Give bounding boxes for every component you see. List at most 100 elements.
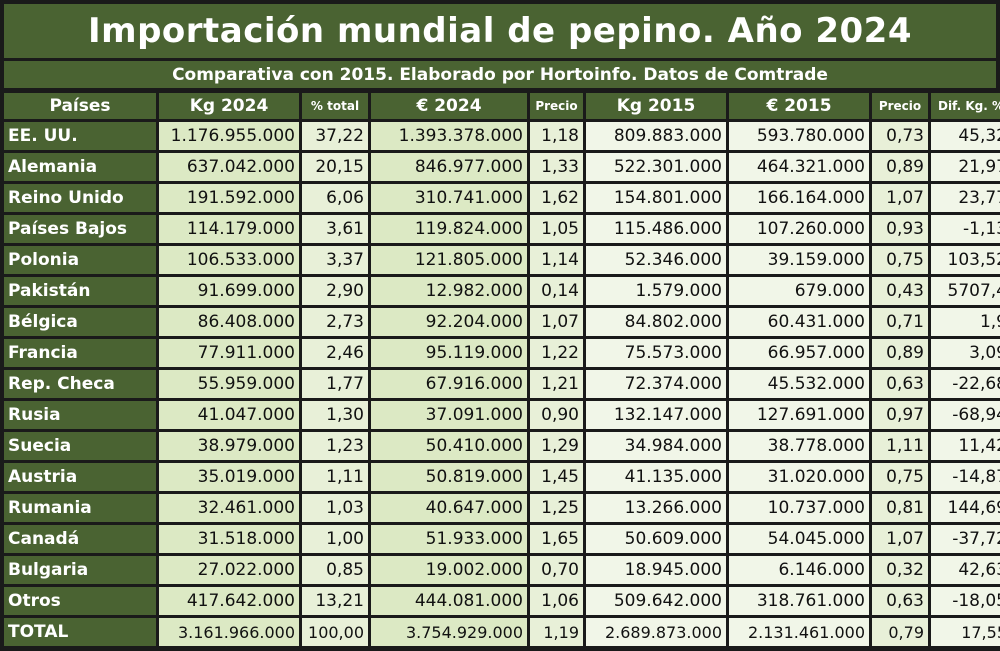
kg-2024-cell: 41.047.000 [159, 401, 299, 429]
kg-2024-cell: 417.642.000 [159, 587, 299, 615]
kg-2015-cell: 132.147.000 [586, 401, 726, 429]
kg-2015-cell: 522.301.000 [586, 153, 726, 181]
kg-2015-cell: 2.689.873.000 [586, 618, 726, 646]
total-row: TOTAL 3.161.966.000 100,00 3.754.929.000 1,1… [4, 618, 1000, 646]
pct-total-cell: 100,00 [302, 618, 368, 646]
price-2024-cell: 1,25 [530, 494, 583, 522]
kg-2015-cell: 1.579.000 [586, 277, 726, 305]
col-header-country: Países [4, 93, 156, 119]
table-row: Canadá 31.518.000 1,00 51.933.000 1,65 50.609… [4, 525, 1000, 553]
pct-total-cell: 1,77 [302, 370, 368, 398]
dif-kg-cell: 23,77 [931, 184, 1000, 212]
eur-2024-cell: 92.204.000 [371, 308, 527, 336]
chart-title: Importación mundial de pepino. Año 2024 [4, 4, 996, 58]
kg-2015-cell: 154.801.000 [586, 184, 726, 212]
header-row: Países Kg 2024 % total € 2024 Precio Kg … [4, 93, 1000, 119]
eur-2024-cell: 846.977.000 [371, 153, 527, 181]
pct-total-cell: 1,00 [302, 525, 368, 553]
dif-kg-cell: -68,94 [931, 401, 1000, 429]
country-cell: Bulgaria [4, 556, 156, 584]
kg-2024-cell: 114.179.000 [159, 215, 299, 243]
eur-2024-cell: 51.933.000 [371, 525, 527, 553]
eur-2015-cell: 593.780.000 [729, 122, 869, 150]
price-2015-cell: 1,11 [872, 432, 928, 460]
import-table: Países Kg 2024 % total € 2024 Precio Kg … [1, 90, 1000, 649]
eur-2015-cell: 66.957.000 [729, 339, 869, 367]
eur-2015-cell: 464.321.000 [729, 153, 869, 181]
kg-2015-cell: 84.802.000 [586, 308, 726, 336]
country-cell: Suecia [4, 432, 156, 460]
eur-2024-cell: 3.754.929.000 [371, 618, 527, 646]
table-row: Francia 77.911.000 2,46 95.119.000 1,22 75.57… [4, 339, 1000, 367]
eur-2024-cell: 12.982.000 [371, 277, 527, 305]
kg-2024-cell: 31.518.000 [159, 525, 299, 553]
table-row: Reino Unido 191.592.000 6,06 310.741.000 1,6… [4, 184, 1000, 212]
country-cell: Bélgica [4, 308, 156, 336]
country-cell: Países Bajos [4, 215, 156, 243]
country-cell: Rumania [4, 494, 156, 522]
pct-total-cell: 2,90 [302, 277, 368, 305]
kg-2024-cell: 91.699.000 [159, 277, 299, 305]
kg-2015-cell: 809.883.000 [586, 122, 726, 150]
eur-2015-cell: 6.146.000 [729, 556, 869, 584]
col-header-price-2015: Precio [872, 93, 928, 119]
pct-total-cell: 20,15 [302, 153, 368, 181]
eur-2015-cell: 45.532.000 [729, 370, 869, 398]
price-2015-cell: 0,73 [872, 122, 928, 150]
country-cell: Polonia [4, 246, 156, 274]
price-2015-cell: 0,79 [872, 618, 928, 646]
eur-2015-cell: 107.260.000 [729, 215, 869, 243]
price-2024-cell: 1,45 [530, 463, 583, 491]
dif-kg-cell: -22,68 [931, 370, 1000, 398]
eur-2024-cell: 40.647.000 [371, 494, 527, 522]
pct-total-cell: 1,30 [302, 401, 368, 429]
table-row: Bélgica 86.408.000 2,73 92.204.000 1,07 84.80… [4, 308, 1000, 336]
eur-2015-cell: 679.000 [729, 277, 869, 305]
price-2015-cell: 0,97 [872, 401, 928, 429]
eur-2024-cell: 310.741.000 [371, 184, 527, 212]
pct-total-cell: 3,37 [302, 246, 368, 274]
pct-total-cell: 13,21 [302, 587, 368, 615]
table-row: Otros 417.642.000 13,21 444.081.000 1,06 509.… [4, 587, 1000, 615]
kg-2024-cell: 86.408.000 [159, 308, 299, 336]
table-row: Rep. Checa 55.959.000 1,77 67.916.000 1,21 72… [4, 370, 1000, 398]
eur-2015-cell: 318.761.000 [729, 587, 869, 615]
eur-2024-cell: 119.824.000 [371, 215, 527, 243]
pct-total-cell: 0,85 [302, 556, 368, 584]
kg-2024-cell: 3.161.966.000 [159, 618, 299, 646]
eur-2015-cell: 38.778.000 [729, 432, 869, 460]
price-2024-cell: 1,14 [530, 246, 583, 274]
table-row: Austria 35.019.000 1,11 50.819.000 1,45 41.13… [4, 463, 1000, 491]
price-2015-cell: 1,07 [872, 525, 928, 553]
price-2015-cell: 0,71 [872, 308, 928, 336]
price-2024-cell: 1,22 [530, 339, 583, 367]
price-2024-cell: 1,05 [530, 215, 583, 243]
price-2015-cell: 1,07 [872, 184, 928, 212]
country-cell: Pakistán [4, 277, 156, 305]
table-row: Bulgaria 27.022.000 0,85 19.002.000 0,70 18.9… [4, 556, 1000, 584]
table-row: Polonia 106.533.000 3,37 121.805.000 1,14 52.… [4, 246, 1000, 274]
col-header-eur-2024: € 2024 [371, 93, 527, 119]
kg-2024-cell: 191.592.000 [159, 184, 299, 212]
kg-2015-cell: 52.346.000 [586, 246, 726, 274]
price-2015-cell: 0,89 [872, 153, 928, 181]
eur-2024-cell: 19.002.000 [371, 556, 527, 584]
kg-2015-cell: 115.486.000 [586, 215, 726, 243]
kg-2024-cell: 637.042.000 [159, 153, 299, 181]
pct-total-cell: 6,06 [302, 184, 368, 212]
eur-2024-cell: 50.819.000 [371, 463, 527, 491]
table-row: EE. UU. 1.176.955.000 37,22 1.393.378.000 1,… [4, 122, 1000, 150]
price-2024-cell: 1,06 [530, 587, 583, 615]
eur-2015-cell: 60.431.000 [729, 308, 869, 336]
table-body: EE. UU. 1.176.955.000 37,22 1.393.378.000 1,… [4, 122, 1000, 646]
country-cell: Canadá [4, 525, 156, 553]
eur-2015-cell: 39.159.000 [729, 246, 869, 274]
col-header-kg-2015: Kg 2015 [586, 93, 726, 119]
kg-2015-cell: 509.642.000 [586, 587, 726, 615]
price-2015-cell: 0,81 [872, 494, 928, 522]
country-cell: Francia [4, 339, 156, 367]
country-cell: EE. UU. [4, 122, 156, 150]
price-2024-cell: 0,70 [530, 556, 583, 584]
dif-kg-cell: -37,72 [931, 525, 1000, 553]
pct-total-cell: 37,22 [302, 122, 368, 150]
